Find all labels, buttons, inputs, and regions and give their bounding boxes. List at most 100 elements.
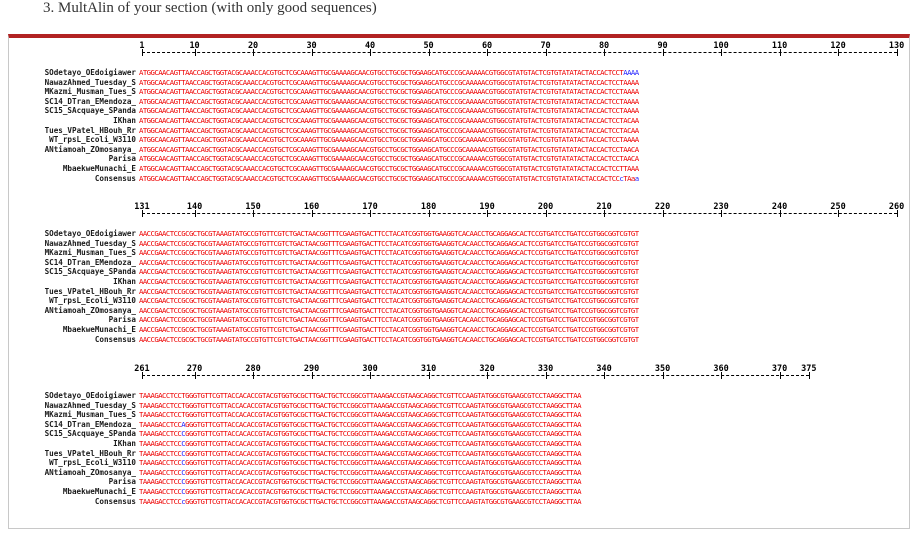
high-consensus-segment: ATGGCAACAGTTAACCAGCTGGTACGCAAACCACGTGCTC…	[139, 154, 639, 164]
sequence-residues: ATGGCAACAGTTAACCAGCTGGTACGCAAACCACGTGCTC…	[139, 164, 899, 173]
sequence-name: Consensus	[94, 173, 136, 183]
sequence-name: MbaekweMunachi_E	[62, 325, 136, 334]
sequence-residues: TAAAGACCTCCCGGGTGTTCGTTACCACACCGTACGTGGT…	[139, 468, 899, 477]
sequence-row: IKhan TAAAGACCTCCCGGGTGTTCGTTACCACACCGTAC…	[9, 439, 909, 448]
ruler-number: 170	[362, 202, 378, 212]
ruler-tick	[838, 210, 840, 217]
ruler-line	[141, 49, 898, 60]
ruler-tick	[311, 49, 313, 56]
ruler-tick	[141, 372, 143, 379]
high-consensus-segment: AACCGAACTCCGCGCTGCGTAAAGTATGCCGTGTTCGTCT…	[139, 248, 639, 258]
ruler-tick	[370, 210, 372, 217]
ruler-tick	[545, 372, 547, 379]
ruler-number: 120	[830, 41, 846, 51]
high-consensus-segment: TAAAGACCTCC	[139, 467, 182, 477]
ruler-tick	[311, 210, 313, 217]
sequence-name: MKazmi_Musman_Tues_S	[44, 410, 136, 420]
high-consensus-segment: GGGTGTTCGTTACCACACCGTACGTGGTGCGCTTGACTGC…	[185, 419, 581, 429]
ruler-tick	[721, 210, 723, 217]
ruler-number: 100	[713, 41, 729, 51]
ruler-number: 240	[771, 202, 788, 212]
sequence-residues: AACCGAACTCCGCGCTGCGTAAAGTATGCCGTGTTCGTCT…	[139, 306, 899, 315]
ruler-tick	[253, 210, 255, 217]
ruler-number: 340	[596, 364, 612, 374]
sequence-name: NawazAhmed_Tuesday_S	[44, 238, 136, 248]
sequence-residues: ATGGCAACAGTTAACCAGCTGGTACGCAAACCACGTGCTC…	[139, 145, 899, 154]
sequence-residues: TAAAGACCTCCTGGGTGTTCGTTACCACACCGTACGTGGT…	[139, 401, 899, 410]
high-consensus-segment: AACCGAACTCCGCGCTGCGTAAAGTATGCCGTGTTCGTCT…	[139, 334, 639, 344]
sequence-row: SC15_SAcquaye_SPanda ATGGCAACAGTTAACCAGCT…	[9, 106, 909, 115]
sequence-row: SOdetayo_OEdoigiawer TAAAGACCTCCTGGGTGTTC…	[9, 391, 909, 400]
sequence-name: IKhan	[113, 277, 136, 286]
sequence-row: SOdetayo_OEdoigiawer AACCGAACTCCGCGCTGCGT…	[9, 229, 909, 238]
ruler-tick	[721, 49, 723, 56]
sequence-name: SC15_SAcquaye_SPanda	[44, 106, 136, 116]
high-consensus-segment: TAAAGACCTCCTGGGTGTTCGTTACCACACCGTACGTGGT…	[139, 391, 582, 400]
high-consensus-segment: TAAAGACCTCC	[139, 439, 182, 448]
sequence-residues: AACCGAACTCCGCGCTGCGTAAAGTATGCCGTGTTCGTCT…	[139, 335, 899, 344]
high-consensus-segment: AACCGAACTCCGCGCTGCGTAAAGTATGCCGTGTTCGTCT…	[139, 229, 639, 238]
ruler-tick	[545, 49, 547, 56]
ruler-tick	[428, 372, 430, 379]
ruler-tick	[311, 372, 313, 379]
sequence-row: WT_rpsL_Ecoli_W3110 AACCGAACTCCGCGCTGCGTA…	[9, 296, 909, 305]
high-consensus-segment: AACCGAACTCCGCGCTGCGTAAAGTATGCCGTGTTCGTCT…	[139, 305, 639, 315]
ruler-number: 60	[481, 41, 493, 51]
high-consensus-segment: GGGTGTTCGTTACCACACCGTACGTGGTGCGCTTGACTGC…	[185, 477, 581, 487]
ruler-tick	[545, 210, 547, 217]
sequence-residues: ATGGCAACAGTTAACCAGCTGGTACGCAAACCACGTGCTC…	[139, 78, 899, 87]
sequence-residues: ATGGCAACAGTTAACCAGCTGGTACGCAAACCACGTGCTC…	[139, 126, 899, 135]
ruler-tick	[896, 210, 898, 217]
ruler-tick	[662, 49, 664, 56]
ruler-number: 220	[654, 202, 671, 212]
sequence-name: Parisa	[108, 477, 136, 487]
sequence-residues: AACCGAACTCCGCGCTGCGTAAAGTATGCCGTGTTCGTCT…	[139, 287, 899, 296]
sequence-row: SC14_DTran_EMendoza_ ATGGCAACAGTTAACCAGCT…	[9, 97, 909, 106]
low-consensus-segment: c	[619, 173, 624, 183]
high-consensus-segment: ATGGCAACAGTTAACCAGCTGGTACGCAAACCACGTGCTC…	[139, 68, 624, 77]
high-consensus-segment: TAAAGACCTCC	[139, 477, 182, 487]
sequence-name: Parisa	[108, 154, 136, 164]
ruler-number: 200	[537, 202, 554, 212]
high-consensus-segment: AACCGAACTCCGCGCTGCGTAAAGTATGCCGTGTTCGTCT…	[139, 267, 639, 277]
sequence-name: NawazAhmed_Tuesday_S	[44, 77, 136, 87]
sequence-name: IKhan	[113, 439, 136, 448]
ruler-number: 80	[598, 41, 610, 51]
high-consensus-segment: TAAAGACCTCC	[139, 496, 182, 506]
ruler-tick	[370, 49, 372, 56]
sequence-name: Tues_VPatel_HBouh_Rr	[44, 448, 136, 458]
sequence-residues: TAAAGACCTCCCGGGTGTTCGTTACCACACCGTACGTGGT…	[139, 487, 899, 496]
high-consensus-segment: AACCGAACTCCGCGCTGCGTAAAGTATGCCGTGTTCGTCT…	[139, 315, 639, 325]
sequence-residues: ATGGCAACAGTTAACCAGCTGGTACGCAAACCACGTGCTC…	[139, 87, 899, 96]
sequence-name: IKhan	[113, 116, 136, 125]
sequence-row: NawazAhmed_Tuesday_S ATGGCAACAGTTAACCAGCT…	[9, 78, 909, 87]
ruler-number: 310	[420, 364, 437, 374]
ruler-number: 330	[537, 364, 554, 374]
sequence-name: SOdetayo_OEdoigiawer	[44, 68, 136, 77]
ruler-number: 131	[134, 202, 150, 212]
sequence-residues: ATGGCAACAGTTAACCAGCTGGTACGCAAACCACGTGCTC…	[139, 106, 899, 115]
sequence-row: MbaekweMunachi_E AACCGAACTCCGCGCTGCGTAAAG…	[9, 325, 909, 334]
ruler-tick	[779, 372, 781, 379]
consensus-row: Consensus ATGGCAACAGTTAACCAGCTGGTACGCAAAC…	[9, 174, 909, 183]
high-consensus-segment: TAAAGACCTCC	[139, 487, 182, 496]
sequence-residues: ATGGCAACAGTTAACCAGCTGGTACGCAAACCACGTGCTC…	[139, 97, 899, 106]
sequence-name: ANtiamoah_ZOmosanya_	[44, 467, 136, 477]
high-consensus-segment: AACCGAACTCCGCGCTGCGTAAAGTATGCCGTGTTCGTCT…	[139, 277, 639, 286]
sequence-row: IKhan AACCGAACTCCGCGCTGCGTAAAGTATGCCGTGTT…	[9, 277, 909, 286]
high-consensus-segment: TAa	[623, 173, 635, 183]
sequence-name: ANtiamoah_ZOmosanya_	[44, 144, 136, 154]
sequence-name: MbaekweMunachi_E	[62, 487, 136, 496]
ruler-number: 375	[801, 364, 817, 374]
high-consensus-segment: ATGGCAACAGTTAACCAGCTGGTACGCAAACCACGTGCTC…	[139, 125, 639, 135]
ruler-tick	[370, 372, 372, 379]
sequence-row: NawazAhmed_Tuesday_S AACCGAACTCCGCGCTGCGT…	[9, 239, 909, 248]
sequence-name: Tues_VPatel_HBouh_Rr	[44, 286, 136, 296]
low-consensus-segment: C	[181, 429, 186, 439]
ruler-tick	[487, 49, 489, 56]
ruler-number: 140	[186, 202, 203, 212]
high-consensus-segment: ATGGCAACAGTTAACCAGCTGGTACGCAAACCACGTGCTC…	[139, 96, 639, 106]
sequence-name: WT_rpsL_Ecoli_W3110	[49, 135, 136, 145]
consensus-row: Consensus AACCGAACTCCGCGCTGCGTAAAGTATGCCG…	[9, 335, 909, 344]
sequence-residues: ATGGCAACAGTTAACCAGCTGGTACGCAAACCACGTGCTC…	[139, 135, 899, 144]
